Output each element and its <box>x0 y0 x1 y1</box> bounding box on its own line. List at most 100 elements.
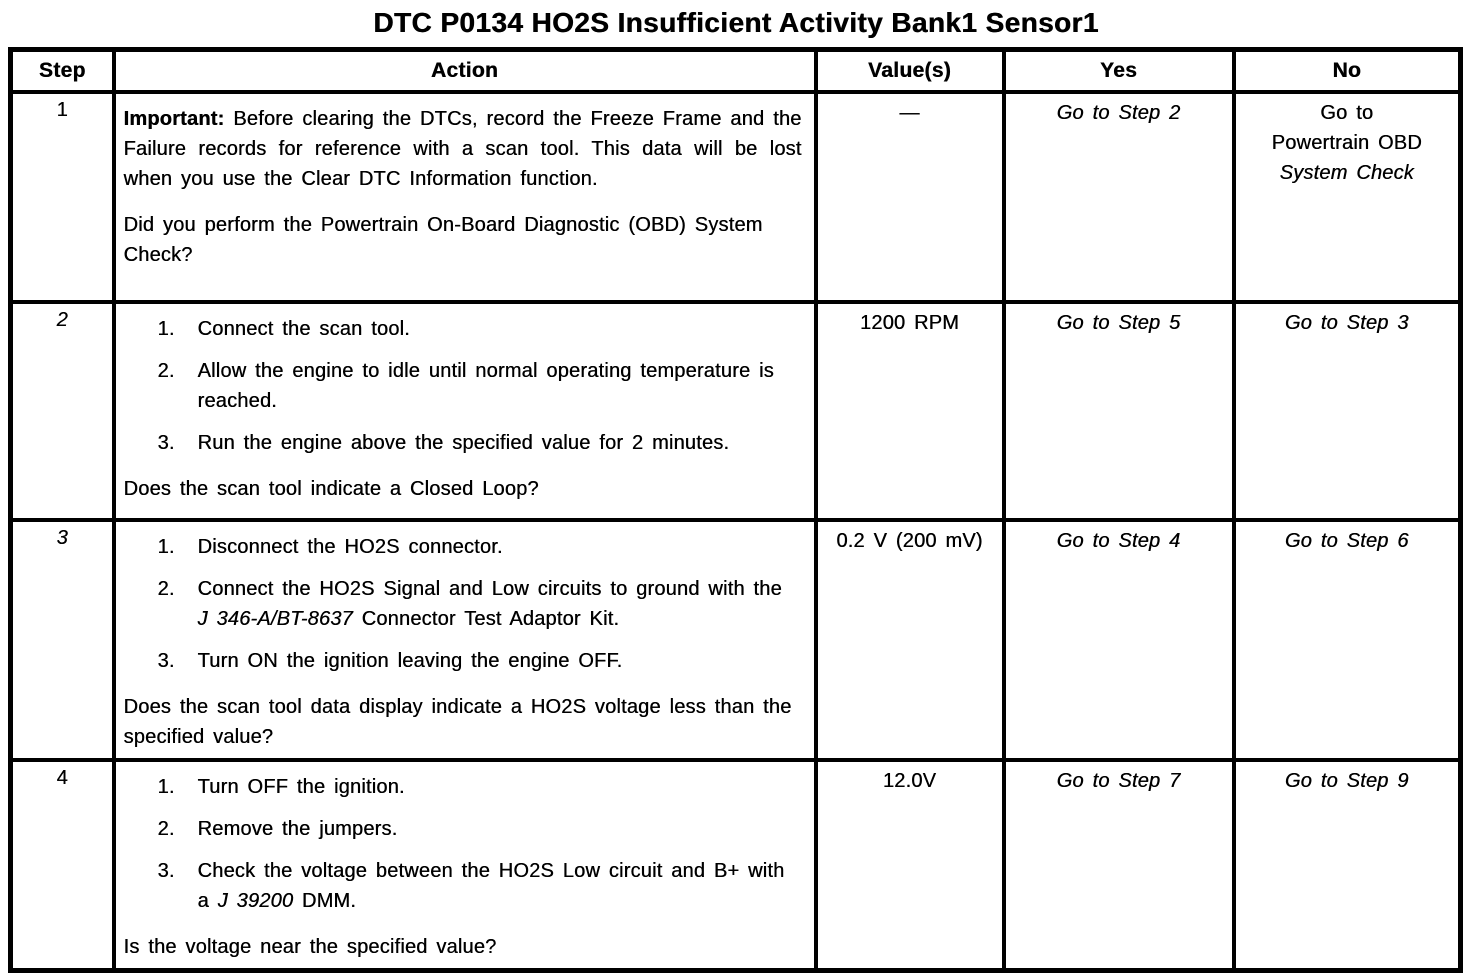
table-row: 4 1. Turn OFF the ignition. 2. Remove the ju… <box>8 758 1463 973</box>
action-question: Does the scan tool data display indicate… <box>123 696 792 748</box>
header-step: Step <box>8 47 116 94</box>
goto-line: Go to Step 3 <box>1284 312 1409 334</box>
action-item: 3. Check the voltage between the HO2S Low… <box>158 856 802 916</box>
text-segment: J 39200 <box>217 890 294 912</box>
item-number: 1. <box>157 318 175 340</box>
action-cell: 1. Disconnect the HO2S connector. 2. Connec… <box>111 518 818 762</box>
item-text: Remove the jumpers. <box>198 814 802 844</box>
item-text: Run the engine above the specified value… <box>198 428 802 458</box>
item-text: Check the voltage between the HO2S Low c… <box>198 856 802 916</box>
yes-cell: Go to Step 4 <box>1001 518 1236 762</box>
text-segment: Turn ON the ignition leaving the engine … <box>197 650 623 672</box>
item-number: 3. <box>157 432 175 454</box>
goto-line: Go to <box>1320 102 1374 124</box>
item-text: Allow the engine to idle until normal op… <box>198 356 802 416</box>
yes-cell: Go to Step 7 <box>1001 758 1236 973</box>
item-number: 2. <box>157 578 175 600</box>
no-cell: Go to Step 3 <box>1231 300 1463 522</box>
yes-cell: Go to Step 2 <box>1001 90 1236 304</box>
scanned-service-manual-page: DTC P0134 HO2S Insufficient Activity Ban… <box>0 6 1472 973</box>
table-row: 2 1. Connect the scan tool. 2. Allow the eng… <box>8 300 1463 522</box>
text-segment: Connector Test Adaptor Kit. <box>352 608 620 630</box>
value-cell: — <box>813 90 1006 304</box>
action-question: Does the scan tool indicate a Closed Loo… <box>123 478 539 500</box>
header-no: No <box>1231 47 1463 94</box>
goto-line: Go to Step 7 <box>1056 770 1181 792</box>
value-text: — <box>899 102 920 124</box>
text-segment: Important: <box>123 108 225 130</box>
text-segment: Connect the scan tool. <box>197 318 410 340</box>
action-item: 3. Turn ON the ignition leaving the engin… <box>158 646 802 676</box>
item-number: 3. <box>157 860 175 882</box>
header-action: Action <box>111 47 818 94</box>
header-values: Value(s) <box>813 47 1006 94</box>
text-segment: DMM. <box>293 890 357 912</box>
item-number: 1. <box>157 536 175 558</box>
action-item: 1. Disconnect the HO2S connector. <box>158 532 802 562</box>
text-segment: Remove the jumpers. <box>197 818 398 840</box>
action-item: 2. Connect the HO2S Signal and Low circui… <box>158 574 802 634</box>
action-item: 3. Run the engine above the specified val… <box>158 428 802 458</box>
action-items: 1. Connect the scan tool. 2. Allow the engi… <box>124 314 802 458</box>
step-cell: 2 <box>8 300 116 522</box>
item-number: 2. <box>157 360 175 382</box>
step-number: 4 <box>56 767 68 789</box>
item-number: 2. <box>157 818 175 840</box>
header-yes: Yes <box>1001 47 1236 94</box>
action-cell: 1. Connect the scan tool. 2. Allow the engi… <box>111 300 818 522</box>
value-text: 0.2 V (200 mV) <box>836 530 983 552</box>
item-text: Disconnect the HO2S connector. <box>198 532 802 562</box>
table-row: 3 1. Disconnect the HO2S connector. 2. Conne… <box>8 518 1463 762</box>
text-segment: Allow the engine to idle until normal op… <box>197 360 774 412</box>
text-segment: Before clearing the DTCs, record the Fre… <box>123 108 802 190</box>
action-item: 2. Allow the engine to idle until normal … <box>158 356 802 416</box>
yes-cell: Go to Step 5 <box>1001 300 1236 522</box>
step-number: 3 <box>56 527 68 549</box>
goto-line: Go to Step 2 <box>1056 102 1181 124</box>
item-number: 1. <box>157 776 175 798</box>
goto-line: Go to Step 6 <box>1284 530 1409 552</box>
text-segment: Turn OFF the ignition. <box>197 776 405 798</box>
action-intro: Important: Before clearing the DTCs, rec… <box>124 104 802 194</box>
goto-line: System Check <box>1279 162 1414 184</box>
action-cell: Important: Before clearing the DTCs, rec… <box>111 90 818 304</box>
dtc-diagnostic-table: Step Action Value(s) Yes No 1 Important: … <box>8 47 1463 973</box>
table-header-row: Step Action Value(s) Yes No <box>8 47 1463 94</box>
action-cell: 1. Turn OFF the ignition. 2. Remove the jum… <box>111 758 818 973</box>
text-segment: J 346-A/BT-8637 <box>197 608 353 630</box>
step-cell: 1 <box>8 90 116 304</box>
item-text: Connect the scan tool. <box>198 314 802 344</box>
text-segment: Run the engine above the specified value… <box>197 432 730 454</box>
page-title: DTC P0134 HO2S Insufficient Activity Ban… <box>373 7 1099 38</box>
action-question: Is the voltage near the specified value? <box>123 936 497 958</box>
value-cell: 1200 RPM <box>813 300 1006 522</box>
value-cell: 0.2 V (200 mV) <box>813 518 1006 762</box>
action-item: 1. Connect the scan tool. <box>158 314 802 344</box>
action-item: 2. Remove the jumpers. <box>158 814 802 844</box>
goto-line: Go to Step 9 <box>1284 770 1409 792</box>
goto-line: Go to Step 5 <box>1056 312 1181 334</box>
step-number: 2 <box>56 309 68 331</box>
action-question: Did you perform the Powertrain On-Board … <box>123 214 763 266</box>
item-text: Connect the HO2S Signal and Low circuits… <box>198 574 802 634</box>
step-cell: 4 <box>8 758 116 973</box>
text-segment: Connect the HO2S Signal and Low circuits… <box>197 578 782 600</box>
item-text: Turn OFF the ignition. <box>198 772 802 802</box>
step-number: 1 <box>56 99 68 121</box>
value-text: 1200 RPM <box>859 312 960 334</box>
step-cell: 3 <box>8 518 116 762</box>
value-text: 12.0V <box>882 770 937 792</box>
text-segment: Check the voltage between the HO2S Low c… <box>197 860 785 912</box>
goto-line: Powertrain OBD <box>1271 132 1422 154</box>
item-text: Turn ON the ignition leaving the engine … <box>198 646 802 676</box>
goto-line: Go to Step 4 <box>1056 530 1181 552</box>
no-cell: Go to Step 9 <box>1231 758 1463 973</box>
action-item: 1. Turn OFF the ignition. <box>158 772 802 802</box>
table-row: 1 Important: Before clearing the DTCs, re… <box>8 90 1463 304</box>
action-items: 1. Disconnect the HO2S connector. 2. Connec… <box>124 532 802 676</box>
action-items: 1. Turn OFF the ignition. 2. Remove the jum… <box>124 772 802 916</box>
value-cell: 12.0V <box>813 758 1006 973</box>
no-cell: Go to Powertrain OBD System Check <box>1231 90 1463 304</box>
text-segment: Disconnect the HO2S connector. <box>197 536 503 558</box>
no-cell: Go to Step 6 <box>1231 518 1463 762</box>
